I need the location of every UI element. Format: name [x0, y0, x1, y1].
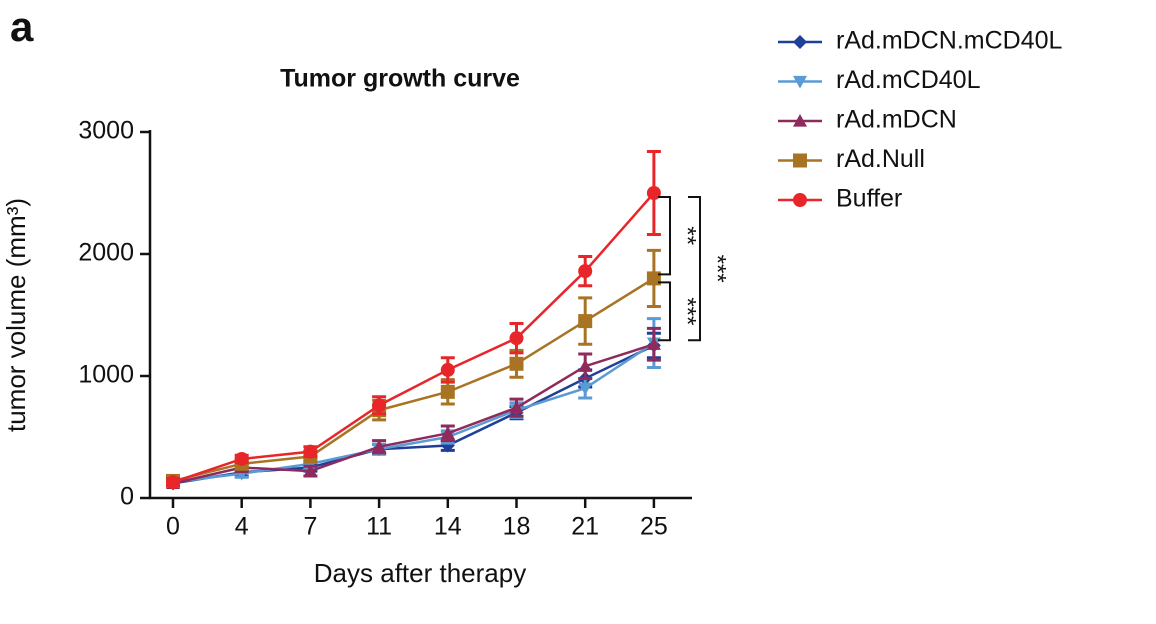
series-line	[172, 192, 655, 484]
marker	[303, 444, 318, 459]
series	[166, 150, 661, 490]
marker	[372, 398, 387, 413]
significance-label: ***	[704, 255, 731, 283]
marker	[578, 264, 593, 279]
x-tick-label: 7	[303, 513, 317, 541]
x-axis-label: Days after therapy	[314, 558, 526, 588]
marker	[509, 331, 524, 346]
x-tick-label: 18	[503, 513, 531, 541]
legend-label: rAd.mCD40L	[836, 66, 981, 94]
marker	[578, 359, 593, 372]
significance-label: **	[674, 226, 701, 245]
marker	[578, 382, 593, 396]
significance-label: ***	[674, 297, 701, 325]
marker	[793, 114, 807, 127]
x-tick-label: 11	[366, 513, 392, 541]
panel-label: a	[10, 3, 34, 50]
marker	[234, 451, 249, 466]
significance-bracket	[688, 196, 701, 342]
significance-bracket	[658, 196, 671, 276]
x-tick-label: 14	[434, 513, 462, 541]
marker	[793, 193, 807, 207]
y-tick-label: 3000	[78, 117, 134, 145]
series-line	[172, 277, 655, 483]
x-tick-label: 21	[571, 513, 599, 541]
y-tick-label: 1000	[78, 361, 134, 389]
series	[166, 326, 661, 489]
x-tick-label: 25	[640, 513, 668, 541]
marker	[166, 475, 180, 490]
y-tick-label: 2000	[78, 239, 134, 267]
legend-label: Buffer	[836, 185, 902, 213]
y-axis-label: tumor volume (mm³)	[1, 198, 31, 432]
x-tick-label: 4	[235, 513, 249, 541]
legend-label: rAd.mDCN	[836, 106, 957, 134]
marker	[578, 314, 593, 329]
marker	[793, 35, 807, 49]
series-line	[172, 342, 655, 484]
y-tick-label: 0	[120, 483, 134, 511]
marker	[793, 75, 807, 89]
marker	[440, 362, 455, 377]
significance-bracket	[658, 281, 671, 342]
marker	[646, 337, 661, 350]
marker	[509, 400, 524, 414]
x-tick-label: 0	[166, 513, 180, 541]
chart-title: Tumor growth curve	[280, 65, 520, 93]
legend-label: rAd.mDCN.mCD40L	[836, 27, 1063, 55]
marker	[646, 271, 661, 286]
marker	[509, 356, 524, 371]
marker	[440, 426, 455, 439]
marker	[440, 384, 455, 399]
marker	[793, 153, 807, 168]
marker	[372, 439, 387, 453]
series-line	[172, 343, 655, 485]
marker	[303, 464, 318, 477]
marker	[646, 186, 661, 200]
legend-label: rAd.Null	[836, 145, 925, 173]
